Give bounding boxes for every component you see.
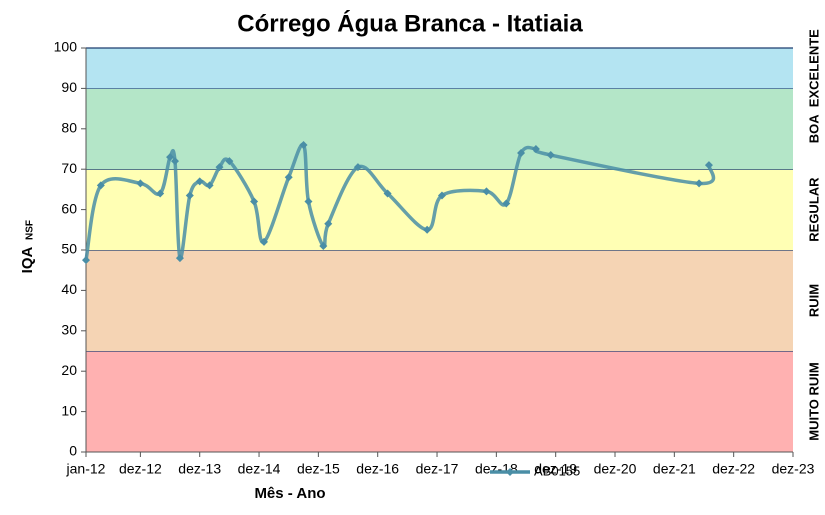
point: [383, 189, 392, 198]
point: [136, 179, 145, 188]
y-tick-label: 70: [61, 160, 77, 176]
band-label: EXCELENTE: [806, 29, 821, 107]
band-label: REGULAR: [806, 177, 821, 242]
y-tick-label: 0: [69, 443, 77, 459]
point: [166, 153, 175, 162]
point: [185, 191, 194, 200]
x-axis-label: Mês - Ano: [254, 485, 325, 502]
point: [437, 191, 446, 200]
y-tick-label: 100: [54, 39, 78, 55]
y-tick-label: 90: [61, 79, 77, 95]
y-tick-label: 40: [61, 281, 77, 297]
x-tick-label: dez-23: [772, 461, 815, 477]
y-tick-label: 20: [61, 362, 77, 378]
point: [250, 197, 259, 206]
y-tick-label: 50: [61, 241, 77, 257]
x-tick-label: dez-14: [238, 461, 281, 477]
x-tick-label: dez-17: [416, 461, 459, 477]
point: [319, 241, 328, 250]
point: [195, 177, 204, 186]
y-axis-label-sub: NSF: [25, 220, 36, 240]
point: [215, 163, 224, 172]
y-tick-label: 30: [61, 322, 77, 338]
point: [284, 173, 293, 182]
y-axis-label: IQA: [19, 247, 36, 274]
point: [423, 225, 432, 234]
point: [205, 181, 214, 190]
point: [96, 181, 105, 190]
point: [259, 237, 268, 246]
x-tick-label: dez-20: [594, 461, 637, 477]
x-tick-label: dez-22: [712, 461, 755, 477]
band: [86, 48, 793, 89]
band: [86, 250, 793, 351]
point: [546, 151, 555, 160]
x-tick-label: dez-21: [653, 461, 696, 477]
point: [170, 157, 179, 166]
band-label: MUITO RUIM: [806, 362, 821, 440]
point: [156, 189, 165, 198]
point: [353, 163, 362, 172]
y-tick-label: 80: [61, 120, 77, 136]
chart-title: Córrego Água Branca - Itatiaia: [237, 9, 583, 37]
point: [517, 149, 526, 158]
y-axis-label-group: IQA NSF: [19, 220, 36, 273]
point: [482, 187, 491, 196]
point: [175, 254, 184, 263]
band: [86, 351, 793, 452]
point: [704, 161, 713, 170]
x-tick-label: jan-12: [66, 461, 106, 477]
point: [225, 157, 234, 166]
band: [86, 88, 793, 170]
x-tick-label: dez-15: [297, 461, 340, 477]
point: [82, 256, 90, 265]
point: [502, 199, 511, 208]
point: [695, 179, 704, 188]
point: [531, 145, 540, 153]
point: [299, 140, 308, 149]
y-tick-label: 60: [61, 200, 77, 216]
x-tick-label: dez-16: [356, 461, 399, 477]
legend-marker: [506, 468, 514, 476]
x-tick-label: dez-13: [178, 461, 221, 477]
x-tick-label: dez-12: [119, 461, 162, 477]
legend-label: AB0155: [534, 463, 580, 478]
band-label: BOA: [806, 114, 821, 144]
point: [304, 197, 313, 206]
point: [324, 219, 333, 228]
x-tick-label: dez-19: [534, 461, 577, 477]
band-label: RUIM: [806, 284, 821, 317]
y-tick-label: 10: [61, 402, 77, 418]
